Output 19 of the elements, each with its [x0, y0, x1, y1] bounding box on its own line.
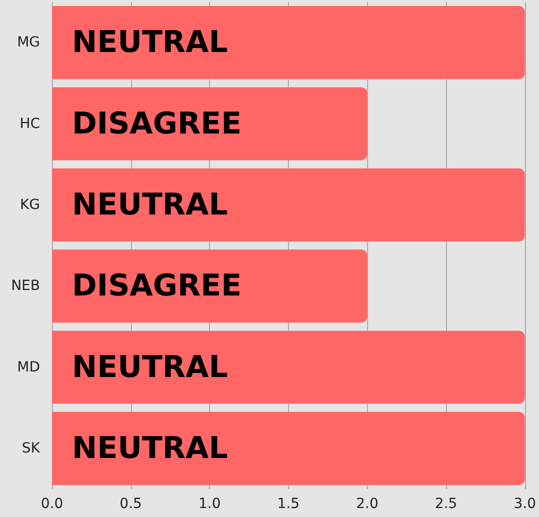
- y-tick-label: MG: [17, 34, 40, 51]
- data-label: DISAGREE: [72, 106, 242, 142]
- y-tick-label: HC: [20, 116, 40, 132]
- x-tick-label: 2.5: [434, 496, 458, 512]
- x-tick-label: 1.5: [277, 496, 300, 512]
- data-label: NEUTRAL: [72, 350, 228, 385]
- y-tick-label: NEB: [11, 278, 40, 294]
- x-tick-label: 1.0: [198, 496, 221, 512]
- x-tick-label: 0.5: [120, 496, 142, 512]
- data-label: NEUTRAL: [72, 430, 228, 466]
- data-label: DISAGREE: [72, 268, 242, 304]
- y-tick-label: SK: [22, 440, 41, 456]
- data-label: NEUTRAL: [72, 187, 228, 222]
- x-tick-label: 0.0: [40, 496, 64, 512]
- data-label: NEUTRAL: [72, 25, 228, 60]
- y-tick-label: MD: [17, 359, 40, 376]
- x-tick-label: 3.0: [514, 496, 536, 512]
- x-tick-label: 2.0: [356, 496, 378, 512]
- y-tick-label: KG: [20, 196, 40, 213]
